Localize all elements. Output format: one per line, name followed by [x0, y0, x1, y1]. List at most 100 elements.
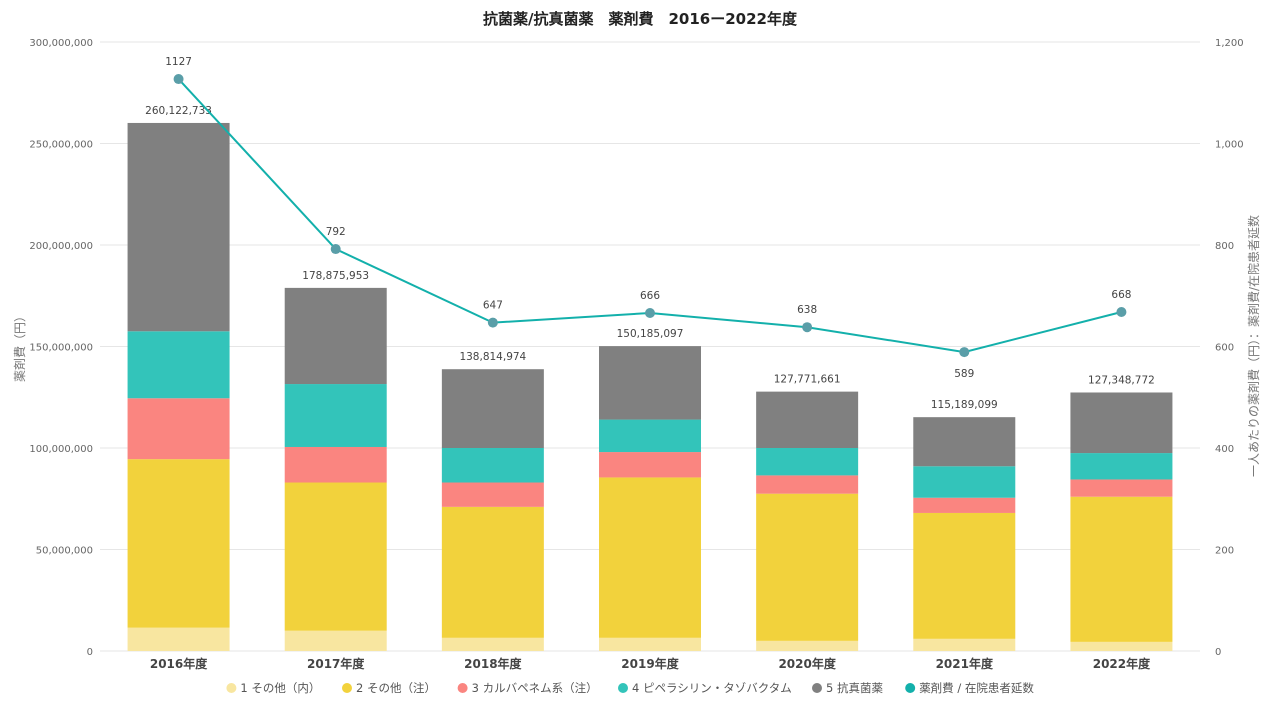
bar-total-label: 150,185,097	[617, 328, 684, 340]
legend-marker	[618, 683, 628, 693]
bar-segment-2	[441, 506, 544, 638]
bar-segment-2	[284, 482, 387, 631]
line-data-label: 666	[640, 290, 660, 302]
bar-segment-1	[913, 638, 1016, 651]
bar-total-label: 115,189,099	[931, 399, 998, 411]
bar-segment-3	[284, 446, 387, 483]
y-tick-label: 150,000,000	[29, 343, 93, 354]
x-tick-label: 2019年度	[621, 656, 679, 671]
line-data-label: 647	[483, 300, 503, 312]
y2-tick-label: 1,000	[1215, 140, 1244, 151]
y-tick-label: 50,000,000	[36, 546, 93, 557]
bar-segment-1	[756, 640, 859, 651]
bar-segment-1	[127, 627, 230, 651]
legend-marker	[812, 683, 822, 693]
y2-tick-label: 800	[1215, 241, 1234, 252]
bar-segment-3	[913, 497, 1016, 513]
x-tick-label: 2018年度	[464, 656, 522, 671]
bar-segment-4	[127, 331, 230, 399]
y-tick-label: 200,000,000	[29, 241, 93, 252]
legend-item-label: 3 カルバペネム系（注）	[472, 681, 598, 695]
bar-segment-2	[1070, 496, 1173, 642]
legend-item-label: 2 その他（注）	[356, 681, 436, 695]
y2-axis-title: 一人あたりの薬剤費（円）：薬剤費/在院患者延数	[1246, 215, 1261, 477]
legend-item-label: 4 ピペラシリン・タゾバクタム	[632, 681, 792, 695]
x-tick-label: 2022年度	[1093, 656, 1151, 671]
bar-segment-2	[127, 459, 230, 628]
legend-item-label: 5 抗真菌薬	[826, 681, 883, 695]
bar-total-label: 260,122,733	[145, 105, 212, 117]
bar-total-label: 127,771,661	[774, 374, 841, 386]
y-axis-right: 0 200 400 600 800 1,000 1,200	[1215, 38, 1244, 658]
x-tick-label: 2017年度	[307, 656, 365, 671]
y2-tick-label: 0	[1215, 647, 1221, 658]
line-data-label: 589	[954, 368, 974, 380]
line-point	[959, 347, 970, 358]
bar-total-label: 127,348,772	[1088, 374, 1155, 386]
line-data-label: 638	[797, 304, 817, 316]
bar-segment-5	[913, 417, 1016, 467]
line-data-label: 668	[1111, 289, 1131, 301]
bar-segment-2	[599, 477, 701, 638]
bar-segment-2	[913, 512, 1016, 639]
bar-segment-4	[1070, 453, 1173, 480]
legend-item-label: 1 その他（内）	[240, 681, 320, 695]
x-tick-label: 2020年度	[778, 656, 836, 671]
y-axis-left: 0 50,000,000 100,000,000 150,000,000 200,000…	[29, 38, 93, 658]
bar-segment-3	[1070, 479, 1173, 497]
x-tick-label: 2021年度	[936, 656, 994, 671]
bar-segment-1	[599, 637, 701, 651]
x-axis: 2016年度 2017年度 2018年度 2019年度 2020年度 2021年度 2022…	[150, 656, 1151, 671]
bar-segment-5	[284, 287, 387, 385]
line-point	[487, 317, 498, 328]
bar-segment-5	[599, 346, 701, 420]
line-point	[645, 308, 655, 319]
line-point	[330, 244, 341, 255]
legend: 1 その他（内） 2 その他（注） 3 カルバペネム系（注） 4 ピペラシリン・タゾバ…	[226, 681, 1034, 695]
bar-segment-1	[441, 637, 544, 651]
bar-segment-5	[441, 369, 544, 448]
bar-segment-1	[284, 630, 387, 651]
x-tick-label: 2016年度	[150, 656, 208, 671]
bar-segment-4	[599, 419, 701, 453]
legend-marker	[905, 683, 916, 693]
legend-marker	[226, 683, 237, 693]
bar-segment-1	[1070, 641, 1173, 651]
line-point	[802, 322, 813, 333]
y2-tick-label: 1,200	[1215, 38, 1244, 49]
line-data-label: 792	[326, 226, 346, 238]
bar-segment-4	[284, 384, 387, 447]
bar-segment-5	[127, 122, 230, 332]
chart-title: 抗菌薬/抗真菌薬 薬剤費 2016ー2022年度	[483, 10, 798, 28]
bar-segment-3	[441, 482, 544, 507]
bar-segment-3	[599, 452, 701, 478]
legend-marker	[342, 683, 352, 693]
y-tick-label: 250,000,000	[29, 140, 93, 151]
y2-tick-label: 200	[1215, 546, 1234, 557]
legend-item-label: 薬剤費 / 在院患者延数	[919, 681, 1034, 695]
bar-segment-3	[756, 475, 859, 494]
total-labels: 260,122,733 178,875,953 138,814,974 150,185…	[145, 105, 1155, 411]
bar-total-label: 138,814,974	[459, 351, 526, 363]
y-tick-label: 0	[87, 647, 93, 658]
y2-tick-label: 600	[1215, 343, 1234, 354]
bar-segment-3	[127, 398, 230, 460]
y-tick-label: 300,000,000	[29, 38, 93, 49]
legend-marker	[457, 683, 468, 693]
bar-segment-5	[1070, 392, 1173, 454]
bar-segment-2	[756, 493, 859, 641]
axis-titles: 薬剤費（円） 一人あたりの薬剤費（円）：薬剤費/在院患者延数	[12, 215, 1261, 477]
y2-tick-label: 400	[1215, 444, 1234, 455]
bar-segment-4	[756, 448, 859, 476]
line-point	[173, 74, 184, 85]
y-axis-title: 薬剤費（円）	[12, 310, 27, 382]
bar-segment-4	[441, 448, 544, 483]
line-data-label: 1127	[165, 56, 192, 68]
line-series: 1127 792 647 666 638 589 668	[165, 56, 1131, 380]
bar-segment-4	[913, 466, 1016, 498]
y-tick-label: 100,000,000	[29, 444, 93, 455]
bar-series	[127, 122, 1173, 651]
bar-total-label: 178,875,953	[302, 270, 369, 282]
line-point	[1116, 306, 1127, 317]
